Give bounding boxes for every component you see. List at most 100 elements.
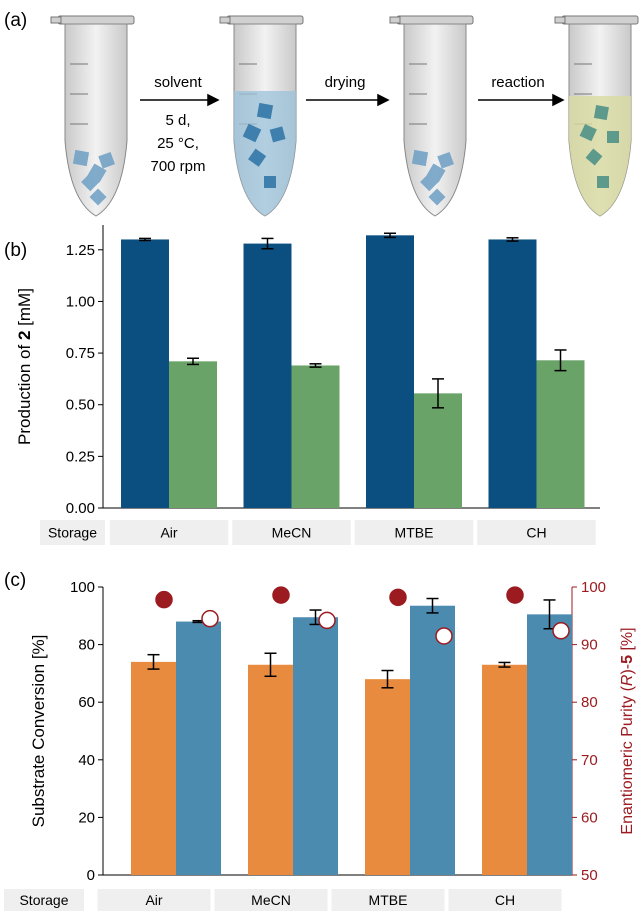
bar [176,621,221,875]
bar [365,679,410,875]
y-tick-label: 40 [78,752,95,769]
error-bar [264,652,277,678]
error-bar [432,378,444,409]
y2-axis-label: Enantiomeric Purity (R)-5 [%] [619,627,636,834]
bar [248,664,293,875]
y2-tick-label: 60 [581,809,598,826]
bar [293,617,338,875]
bar [527,614,572,875]
bar [131,661,176,875]
tube [50,15,135,217]
category-box [97,889,211,911]
y-axis-label-part: Substrate Conversion [%] [29,635,48,828]
y2-axis-label-part: 5 [619,655,636,664]
bar [410,605,455,875]
step-label: reaction [491,74,544,91]
x-tick-label: MeCN [272,525,312,541]
error-bar [147,653,160,670]
y-tick-label: 0.50 [66,397,95,414]
x-tick-label: CH [495,892,515,908]
point [435,627,453,645]
x-tick-label: CH [526,525,546,541]
y-axis-label-part: 2 [15,331,34,340]
y-tick-label: 1.25 [66,242,95,259]
step-label: 5 d, [165,112,190,129]
y-tick-label: 100 [70,579,95,596]
row-label-box [4,889,84,911]
row-label-box [40,520,105,545]
point [318,611,336,630]
y-tick-label: 0 [87,867,95,884]
y-axis-label: Substrate Conversion [%] [29,635,48,828]
step-label: 700 rpm [150,158,205,175]
x-tick-label: MeCN [251,892,291,908]
error-bar [309,363,322,368]
row-label: Storage [19,892,68,908]
error-bar [261,237,274,250]
category-box [331,889,445,911]
error-bar [498,661,511,668]
y2-axis-label-part: R [619,674,636,686]
y-axis-label-part: Production of [15,340,34,445]
error-bar [554,349,567,372]
y-tick-label: 60 [78,694,95,711]
error-bar [506,237,519,242]
bar [488,239,537,509]
error-bar [139,237,151,242]
y2-tick-label: 90 [581,637,598,654]
category-box [448,889,562,911]
y-tick-label: 0.75 [66,345,95,362]
x-tick-label: MTBE [369,892,408,908]
error-bar [384,232,396,239]
point [155,590,173,609]
y2-tick-label: 80 [581,694,598,711]
point [552,622,570,640]
y-tick-label: 20 [78,809,95,826]
error-bar [426,597,439,614]
y2-tick-label: 70 [581,752,598,769]
bar [482,664,527,875]
tube [219,15,304,217]
y2-tick-label: 50 [581,867,598,884]
panel-label: (a) [4,10,27,31]
bar [366,235,414,508]
y2-tick-label: 100 [581,579,606,596]
y-tick-label: 80 [78,637,95,654]
category-box [354,520,474,545]
panel-a: (a) [4,10,639,217]
y-tick-label: 0.25 [66,448,95,465]
y2-axis-label-part: )- [619,664,636,675]
step-label: 25 °C, [157,135,199,152]
bar [243,243,292,508]
bar [414,393,462,508]
category-box [477,520,596,545]
tube [389,15,474,217]
bar [291,365,340,508]
category-box [109,520,229,545]
y-tick-label: 0.00 [66,500,95,517]
point [201,609,219,628]
point [506,586,524,604]
bar [536,360,585,508]
y-axis-label: Production of 2 [mM] [15,288,34,445]
category-box [214,889,328,911]
x-tick-label: Air [160,525,177,541]
step-label: solvent [154,74,202,91]
x-tick-label: MTBE [395,525,434,541]
step-label: drying [325,74,366,91]
y2-axis-label-part: Enantiomeric Purity ( [619,685,636,834]
x-tick-label: Air [145,892,162,908]
category-box [232,520,351,545]
panel-label: (c) [4,570,26,591]
point [272,586,290,604]
y2-axis-label-part: [%] [619,627,636,655]
point [389,588,407,607]
bar [169,361,217,508]
bar [121,239,169,509]
y-axis-label-part: [mM] [15,288,34,331]
tube [554,15,639,217]
y-tick-label: 1.00 [66,293,95,310]
row-label: Storage [48,525,97,541]
panel-label: (b) [4,240,27,261]
